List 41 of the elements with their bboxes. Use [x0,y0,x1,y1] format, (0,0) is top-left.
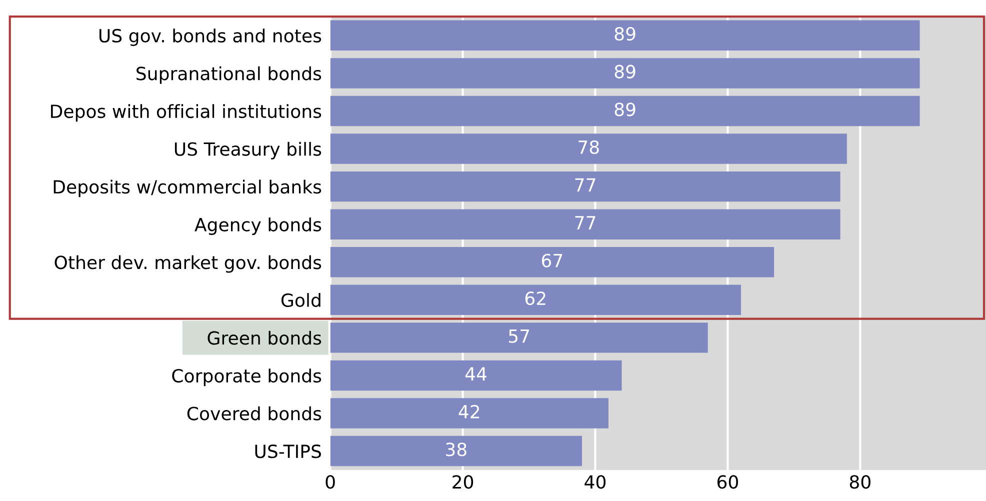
bar [330,322,708,353]
data-label: 57 [508,330,530,343]
bar [330,209,840,240]
y-tick-label: Gold [281,293,320,308]
data-label: 67 [542,254,562,268]
bar [330,247,774,278]
bar [330,58,920,88]
data-label: 89 [614,64,636,78]
x-tick-label: 0 [326,475,335,489]
data-label: 78 [578,140,599,154]
bar [330,20,920,51]
bar [330,284,741,316]
y-tick-label: US-TIPS [255,444,321,458]
y-tick-label: Agency bonds [194,217,322,235]
data-label: 89 [614,102,636,116]
y-tick-label: Covered bonds [187,406,322,420]
x-tick-label: 40 [584,475,606,489]
data-label: 77 [575,178,596,192]
y-tick-label: Green bonds [208,330,322,345]
y-tick-label: Corporate bonds [172,368,322,386]
x-tick-label: 60 [717,475,738,489]
data-label: 42 [458,404,480,418]
data-label: 62 [525,291,546,306]
bar [330,96,920,126]
bar [330,398,608,428]
data-label: 77 [575,216,596,230]
bar [330,436,582,466]
x-tick-label: 20 [452,475,474,489]
y-tick-label: Other dev. market gov. bonds [54,255,322,273]
y-tick-label: Depos with official institutions [51,104,322,122]
y-tick-label: US gov. bonds and notes [100,28,322,46]
x-tick-label: 80 [850,475,870,489]
bar [330,360,622,391]
data-label: 38 [446,442,466,456]
y-tick-label: Deposits w/commercial banks [54,180,322,198]
data-label: 44 [465,367,486,380]
data-label: 89 [614,27,636,41]
bar [330,171,840,202]
y-tick-label: Supranational bonds [136,66,322,84]
bar [330,134,847,164]
y-tick-label: US Treasury bills [174,142,322,160]
